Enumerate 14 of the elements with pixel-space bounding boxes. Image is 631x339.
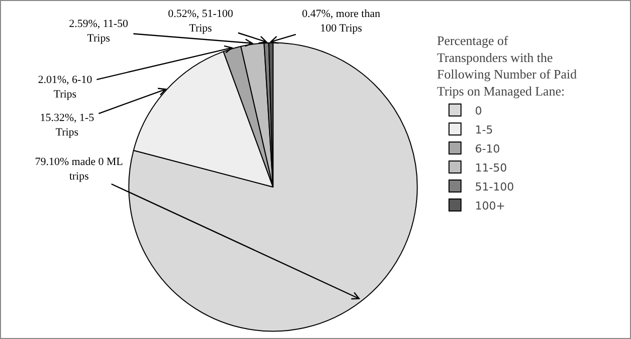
legend-title: Percentage of Transponders with the Following Number of Paid Trips on Managed Lane: [437, 32, 578, 99]
legend-label: 51-100 [475, 180, 514, 194]
data-label: 15.32%, 1-5 Trips [40, 112, 95, 138]
legend-label: 1-5 [475, 123, 493, 136]
data-label: 0.52%, 51-100 Trips [168, 8, 234, 34]
data-label: 0.47%, more than 100 Trips [302, 8, 381, 34]
legend-label: 11-50 [475, 161, 507, 174]
legend-label: 6-10 [475, 142, 500, 156]
pie-slice [128, 42, 418, 332]
data-label: 79.10% made 0 ML trips [35, 156, 124, 182]
legend-label: 0 [475, 104, 482, 118]
data-label: 2.59%, 11-50 Trips [69, 18, 129, 44]
legend-label: 100+ [475, 199, 506, 212]
data-label: 2.01%, 6-10 Trips [38, 74, 93, 100]
